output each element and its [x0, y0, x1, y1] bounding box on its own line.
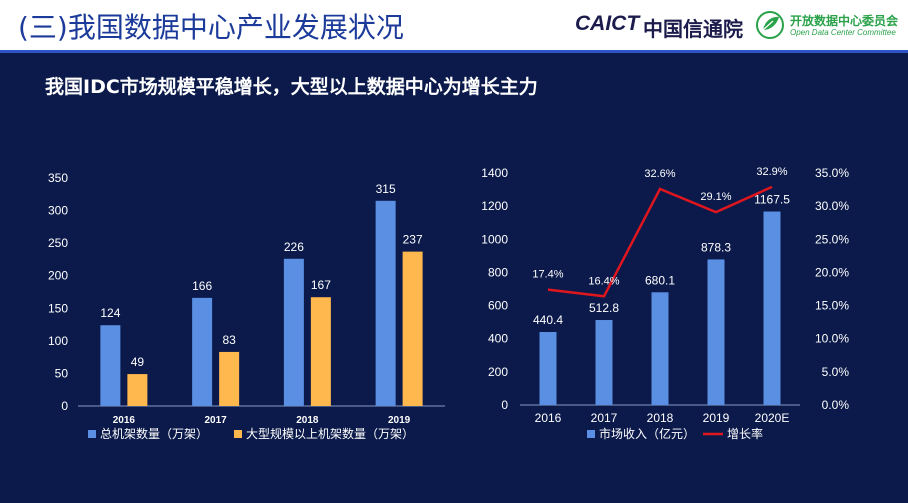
y-tick-label: 1200 — [481, 199, 508, 213]
revenue-bar — [763, 211, 781, 405]
y2-tick-label: 20.0% — [815, 265, 849, 279]
legend-label: 增长率 — [727, 426, 763, 441]
x-tick-label: 2017 — [591, 411, 618, 425]
legend-label: 市场收入（亿元） — [599, 426, 695, 441]
x-tick-label: 2017 — [205, 415, 228, 426]
bar-value-label: 237 — [403, 233, 423, 247]
growth-rate-line — [547, 185, 773, 298]
legend-swatch — [234, 430, 242, 438]
header-divider — [0, 50, 908, 53]
bar-1 — [219, 351, 240, 406]
x-tick-label: 2020E — [755, 411, 790, 425]
y2-tick-label: 5.0% — [822, 365, 850, 379]
caict-logo: CAICT — [575, 12, 640, 35]
y-tick-label: 1000 — [481, 232, 508, 246]
x-tick-label: 2019 — [703, 411, 730, 425]
y2-tick-label: 0.0% — [822, 398, 850, 412]
y-tick-label: 200 — [488, 365, 508, 379]
odcc-logo-text: 开放数据中心委员会 — [790, 14, 899, 28]
y-tick-label: 400 — [488, 332, 508, 346]
revenue-bar — [651, 292, 669, 405]
y-tick-label: 150 — [48, 301, 68, 315]
page-title: (三)我国数据中心产业发展状况 — [18, 11, 404, 44]
legend-swatch — [587, 430, 595, 438]
y2-tick-label: 30.0% — [815, 199, 849, 213]
y-tick-label: 800 — [488, 265, 508, 279]
bar-value-label: 440.4 — [533, 313, 563, 327]
line-value-label: 29.1% — [700, 191, 731, 203]
odcc-leaf-icon — [756, 11, 784, 39]
bar-value-label: 315 — [376, 182, 396, 196]
legend-label: 总机架数量（万架） — [100, 426, 208, 441]
bar-value-label: 49 — [131, 355, 145, 369]
x-tick-label: 2019 — [388, 415, 411, 426]
bar-0 — [192, 297, 213, 406]
y-tick-label: 0 — [501, 398, 508, 412]
odcc-logo-subtext: Open Data Center Committee — [790, 28, 896, 37]
bar-value-label: 167 — [311, 278, 331, 292]
bar-value-label: 83 — [222, 333, 236, 347]
x-tick-label: 2016 — [535, 411, 562, 425]
bar-value-label: 124 — [100, 306, 120, 320]
y-tick-label: 200 — [48, 269, 68, 283]
y-tick-label: 600 — [488, 299, 508, 313]
bar-value-label: 680.1 — [645, 273, 675, 287]
slide-subtitle: 我国IDC市场规模平稳增长，大型以上数据中心为增长主力 — [45, 76, 538, 98]
legend-swatch — [88, 430, 96, 438]
line-value-label: 16.4% — [588, 275, 619, 287]
y-tick-label: 300 — [48, 204, 68, 218]
revenue-bar — [707, 259, 725, 405]
caict-logo-text: 中国信通院 — [643, 17, 743, 41]
bar-1 — [402, 251, 423, 406]
bar-1 — [127, 374, 148, 406]
legend-label: 大型规模以上机架数量（万架） — [246, 426, 414, 441]
y-tick-label: 100 — [48, 334, 68, 348]
y-tick-label: 50 — [55, 366, 69, 380]
bar-0 — [283, 258, 304, 406]
bar-value-label: 1167.5 — [754, 193, 790, 207]
y2-tick-label: 35.0% — [815, 166, 849, 180]
line-value-label: 32.9% — [756, 166, 787, 178]
y-tick-label: 0 — [61, 399, 68, 413]
line-value-label: 32.6% — [644, 168, 675, 180]
bar-value-label: 512.8 — [589, 301, 619, 315]
revenue-bar — [539, 332, 557, 405]
y2-tick-label: 15.0% — [815, 299, 849, 313]
bar-1 — [310, 297, 331, 406]
y-tick-label: 250 — [48, 236, 68, 250]
bar-value-label: 166 — [192, 279, 212, 293]
x-tick-label: 2016 — [113, 415, 136, 426]
bar-value-label: 226 — [284, 240, 304, 254]
y-tick-label: 350 — [48, 171, 68, 185]
revenue-bar — [595, 320, 613, 405]
x-tick-label: 2018 — [647, 411, 674, 425]
y2-tick-label: 25.0% — [815, 232, 849, 246]
x-tick-label: 2018 — [296, 415, 319, 426]
bar-value-label: 878.3 — [701, 240, 731, 254]
y2-tick-label: 10.0% — [815, 332, 849, 346]
bar-0 — [375, 200, 396, 406]
bar-0 — [100, 325, 121, 406]
header-bar: (三)我国数据中心产业发展状况 CAICT 中国信通院 开放数据中心委员会 Op… — [0, 0, 908, 52]
y-tick-label: 1400 — [481, 166, 508, 180]
line-value-label: 17.4% — [532, 269, 563, 281]
